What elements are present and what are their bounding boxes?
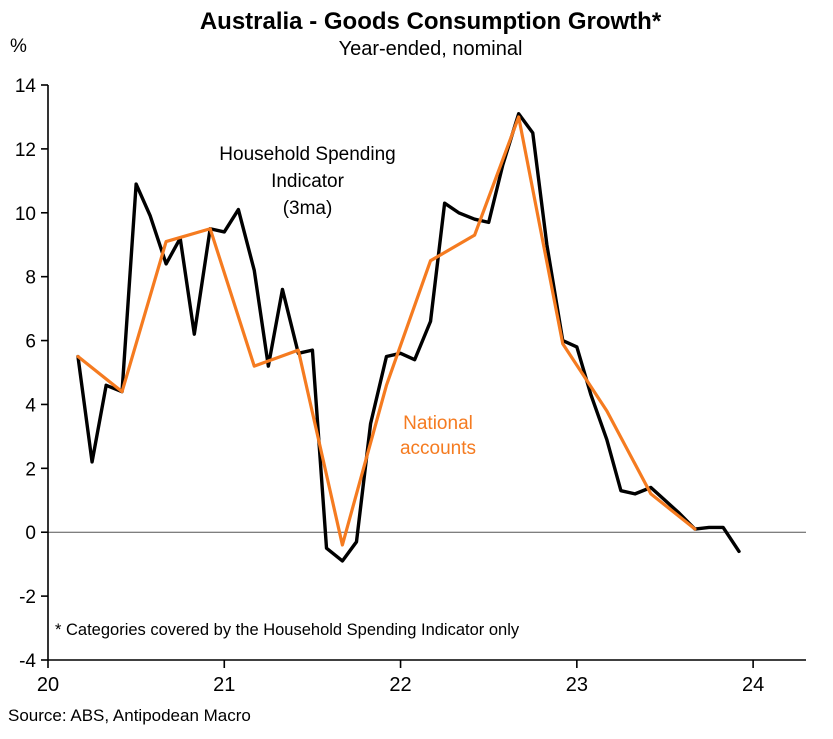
y-axis-tick-label: 10 bbox=[15, 204, 36, 225]
national-accounts-line bbox=[76, 115, 697, 547]
y-axis-tick-label: 2 bbox=[25, 459, 36, 480]
x-axis-tick-label: 23 bbox=[566, 674, 588, 696]
household-series-annotation-sub: (3ma) bbox=[282, 197, 333, 219]
x-axis-tick-label: 24 bbox=[742, 674, 764, 696]
chart-subtitle: Year-ended, nominal bbox=[338, 38, 523, 60]
source-note: Source: ABS, Antipodean Macro bbox=[8, 706, 251, 725]
household-spending-indicator-line bbox=[76, 112, 741, 563]
household-series-annotation: Household Spending Indicator (3ma) bbox=[185, 142, 430, 223]
x-axis-tick-label: 21 bbox=[213, 674, 235, 696]
y-axis-tick-label: 6 bbox=[25, 332, 36, 353]
y-axis-tick-label: -2 bbox=[19, 587, 36, 608]
y-axis-tick-label: 14 bbox=[15, 76, 37, 97]
x-axis-tick-label: 20 bbox=[37, 674, 59, 696]
y-axis-tick-label: 8 bbox=[25, 268, 36, 289]
y-axis-tick-label: -4 bbox=[19, 651, 36, 672]
chart-title: Australia - Goods Consumption Growth* bbox=[199, 8, 662, 35]
chart-footnote: * Categories covered by the Household Sp… bbox=[55, 621, 520, 639]
y-axis-tick-label: 12 bbox=[15, 140, 36, 161]
y-axis-tick-label: 0 bbox=[25, 523, 36, 544]
y-axis-tick-label: 4 bbox=[25, 395, 36, 416]
national-accounts-annotation: National accounts bbox=[399, 413, 477, 459]
x-axis-tick-label: 22 bbox=[389, 674, 411, 696]
y-axis-unit-label: % bbox=[10, 36, 27, 57]
household-series-annotation-text: Household Spending Indicator bbox=[219, 144, 396, 192]
